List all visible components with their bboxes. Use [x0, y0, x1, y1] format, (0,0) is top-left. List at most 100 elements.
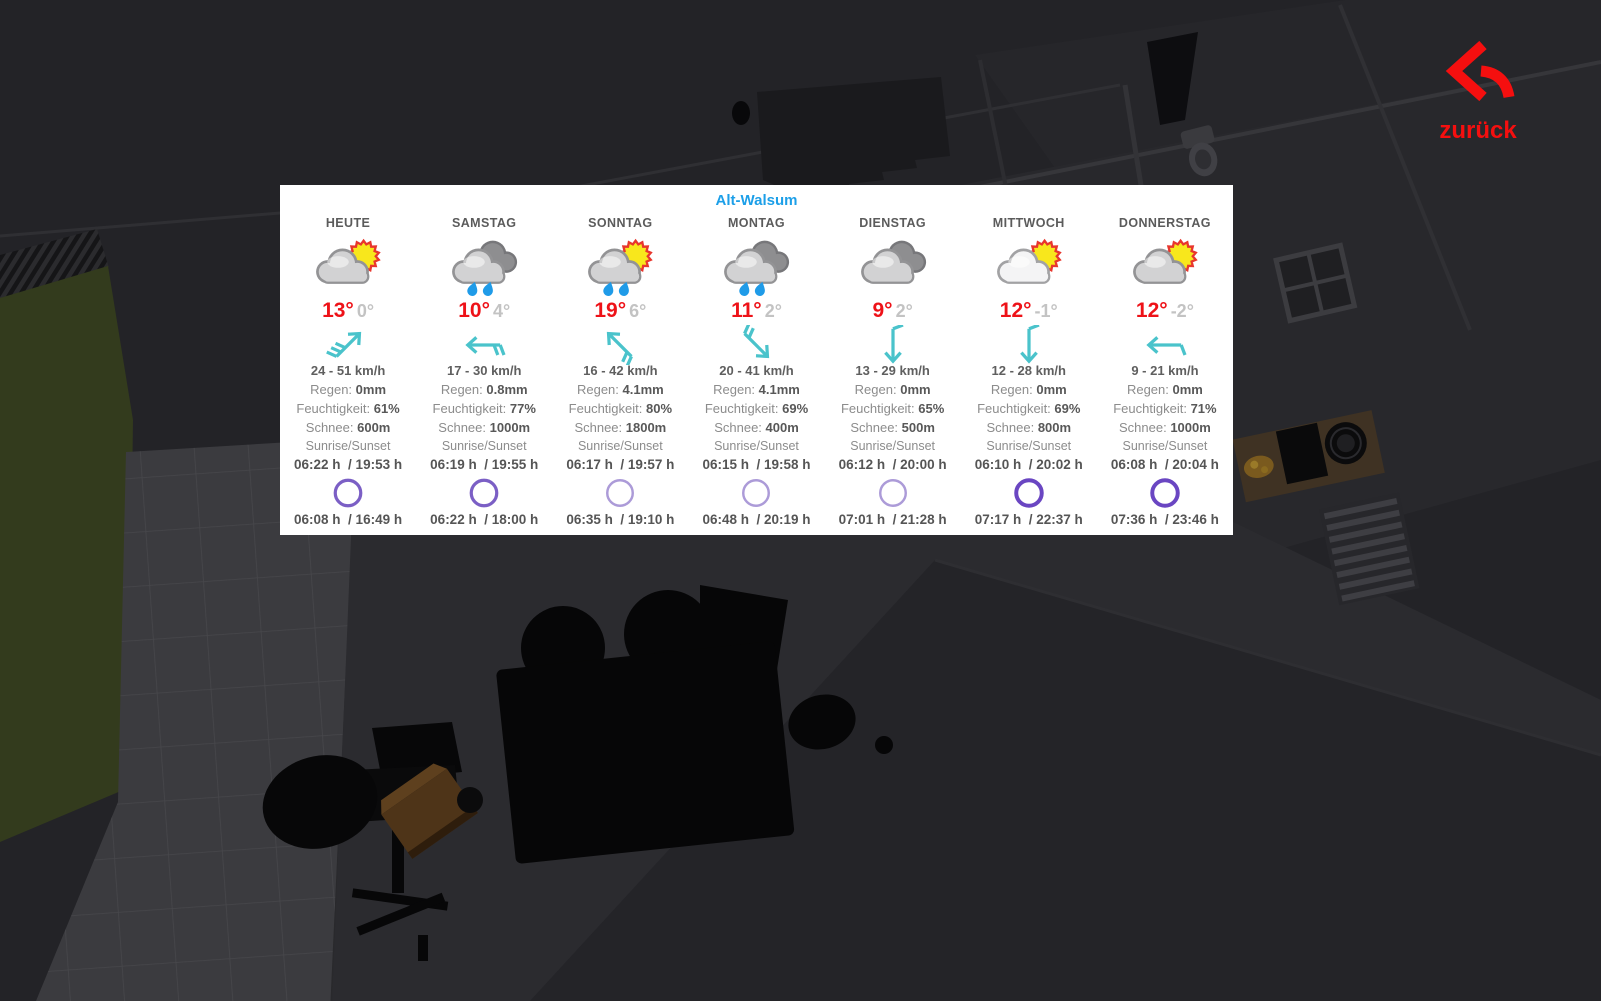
wind-speed: 20 - 41 km/h — [719, 363, 794, 378]
rain-row: Regen: 4.1mm — [713, 382, 800, 401]
rain-row-value: 0mm — [900, 382, 931, 397]
sunrise-sunset-label: Sunrise/Sunset — [986, 439, 1072, 453]
snow-row: Schnee: 600m — [306, 420, 391, 439]
snow-row-label: Schnee: — [305, 420, 354, 435]
rain-row-label: Regen: — [1126, 382, 1169, 397]
temp-high: 11° — [731, 299, 762, 322]
snow-row-value: 500m — [901, 420, 935, 435]
small-object — [457, 787, 483, 813]
rain-row-value: 4.1mm — [622, 382, 664, 397]
snow-row: Schnee: 1000m — [438, 420, 530, 439]
rain-row: Regen: 0mm — [1127, 382, 1203, 401]
sunrise-sunset-label: Sunrise/Sunset — [305, 439, 391, 453]
moon-phase-icon — [876, 476, 910, 512]
rain-row-value: 0mm — [355, 382, 387, 397]
moon-phase-icon — [739, 476, 773, 512]
snow-row-value: 1000m — [489, 420, 531, 435]
rain-row-value: 4.1mm — [758, 382, 800, 397]
back-button-label: zurück — [1439, 117, 1517, 144]
shelf — [1232, 410, 1385, 503]
sunrise-sunset-times: 06:17 h / 19:57 h — [566, 457, 675, 472]
sunrise-sunset-label: Sunrise/Sunset — [1122, 439, 1208, 453]
temp-high: 12° — [999, 299, 1032, 322]
humidity-row-label: Feuchtigkeit: — [977, 401, 1051, 416]
rain-row-label: Regen: — [854, 382, 897, 397]
day-name: MITTWOCH — [992, 216, 1065, 230]
back-button[interactable]: zurück — [1418, 30, 1538, 155]
wind-speed: 24 - 51 km/h — [310, 363, 386, 378]
snow-row-label: Schnee: — [1119, 420, 1167, 435]
temp-low: 6° — [629, 301, 647, 321]
rain-row: Regen: 0mm — [991, 382, 1067, 401]
humidity-row: Feuchtigkeit: 65% — [841, 401, 944, 420]
moon-phase-icon — [467, 476, 501, 512]
moon-phase-icon — [331, 476, 365, 512]
sunrise-sunset-times: 06:15 h / 19:58 h — [702, 457, 811, 472]
wind-direction-icon — [598, 325, 642, 367]
forecast-day-column: SONNTAG 19° 6° 16 - 42 km/h Regen: 4.1mm Fe… — [552, 209, 688, 535]
weather-icon — [1128, 235, 1202, 297]
rain-row: Regen: 0mm — [855, 382, 931, 401]
moonrise-moonset-times: 06:35 h / 19:10 h — [566, 512, 675, 527]
sunrise-sunset-label: Sunrise/Sunset — [441, 439, 527, 453]
rain-row-label: Regen: — [713, 382, 756, 397]
moon-phase-icon — [1148, 476, 1182, 512]
back-arrow-icon — [1435, 31, 1521, 113]
forecast-days-row: HEUTE 13° 0° 24 - 51 km/h Regen: 0mm Feucht… — [280, 209, 1233, 535]
rain-row-label: Regen: — [990, 382, 1033, 397]
temperature: 19° 6° — [594, 299, 646, 323]
humidity-row-value: 71% — [1190, 401, 1217, 416]
temperature: 13° 0° — [322, 299, 374, 323]
snow-row-label: Schnee: — [714, 420, 762, 435]
day-name: MONTAG — [727, 216, 785, 230]
snow-row: Schnee: 1800m — [574, 420, 666, 439]
snow-row-value: 1800m — [625, 420, 667, 435]
forecast-day-column: MONTAG 11° 2° 20 - 41 km/h Regen: 4.1mm Feu… — [688, 209, 824, 535]
temp-low: 0° — [356, 301, 375, 321]
temp-low: 4° — [492, 301, 511, 321]
snow-row: Schnee: 1000m — [1119, 420, 1211, 439]
rain-row: Regen: 0mm — [310, 382, 386, 401]
furniture-silhouette — [496, 585, 795, 864]
day-name: SAMSTAG — [452, 216, 517, 230]
humidity-row: Feuchtigkeit: 80% — [569, 401, 672, 420]
humidity-row-label: Feuchtigkeit: — [1113, 401, 1187, 416]
day-name: SONNTAG — [588, 216, 653, 230]
sunrise-sunset-label: Sunrise/Sunset — [577, 439, 663, 453]
toilet — [1180, 125, 1218, 177]
rain-row: Regen: 4.1mm — [577, 382, 664, 401]
snow-row-value: 600m — [357, 420, 391, 435]
humidity-row-label: Feuchtigkeit: — [840, 401, 915, 416]
garden — [0, 266, 133, 842]
temp-low: 2° — [895, 301, 913, 321]
lower-dark-floor — [530, 560, 1601, 1001]
humidity-row: Feuchtigkeit: 77% — [433, 401, 536, 420]
moonrise-moonset-times: 06:48 h / 20:19 h — [702, 512, 811, 527]
humidity-row-value: 69% — [782, 401, 809, 416]
wind-direction-icon — [1007, 323, 1051, 364]
wind-speed: 9 - 21 km/h — [1131, 363, 1199, 378]
wind-direction-icon — [871, 323, 915, 364]
sunrise-sunset-times: 06:19 h / 19:55 h — [430, 457, 539, 472]
wooden-box — [381, 763, 478, 859]
forecast-day-column: MITTWOCH 12° -1° 12 - 28 km/h Regen: 0mm Fe… — [961, 209, 1097, 535]
temp-high: 9° — [872, 299, 893, 322]
snow-row-label: Schnee: — [986, 420, 1035, 435]
wind-speed: 13 - 29 km/h — [855, 363, 930, 378]
snow-row-label: Schnee: — [574, 420, 623, 435]
forecast-day-column: HEUTE 13° 0° 24 - 51 km/h Regen: 0mm Feucht… — [280, 209, 416, 535]
small-dot — [875, 736, 893, 754]
temperature: 12° -2° — [1136, 299, 1194, 323]
rain-row-label: Regen: — [310, 382, 353, 397]
rain-row-value: 0.8mm — [486, 382, 528, 397]
snow-row-label: Schnee: — [438, 420, 486, 435]
temp-high: 13° — [322, 299, 354, 322]
location-title[interactable]: Alt-Walsum — [715, 192, 798, 209]
roof-hatch — [0, 229, 109, 301]
sunrise-sunset-times: 06:22 h / 19:53 h — [294, 457, 403, 472]
moonrise-moonset-times: 07:36 h / 23:46 h — [1110, 512, 1219, 527]
weather-icon — [311, 235, 385, 297]
moon-phase-icon — [1012, 476, 1046, 512]
forecast-day-column: DIENSTAG 9° 2° 13 - 29 km/h Regen: 0mm Feuc… — [825, 209, 961, 535]
moonrise-moonset-times: 06:22 h / 18:00 h — [430, 512, 539, 527]
